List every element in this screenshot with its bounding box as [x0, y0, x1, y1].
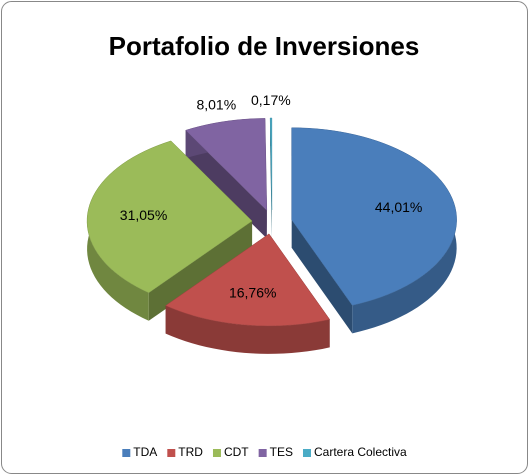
- slice-top: [291, 127, 457, 306]
- data-label: 8,01%: [196, 96, 236, 112]
- legend-label: Cartera Colectiva: [314, 445, 407, 459]
- legend-swatch: [212, 449, 221, 457]
- slice-side: [185, 130, 267, 239]
- legend: TDA TRD CDT TES Cartera Colectiva: [122, 445, 407, 459]
- slice: [165, 233, 331, 354]
- slice: [291, 127, 457, 334]
- legend-label: CDT: [224, 445, 249, 459]
- legend-label: TDA: [133, 445, 157, 459]
- legend-swatch: [167, 449, 176, 457]
- slice-side: [148, 221, 253, 321]
- data-label: 0,17%: [251, 92, 291, 108]
- slice-top: [269, 117, 273, 211]
- slice-top: [86, 140, 253, 294]
- data-label: 31,05%: [120, 207, 167, 223]
- legend-label: TRD: [178, 445, 203, 459]
- legend-swatch: [122, 449, 131, 457]
- data-label: 16,76%: [229, 285, 276, 301]
- chart-title: Portafolio de Inversiones: [109, 31, 420, 61]
- slice: [86, 140, 253, 321]
- slice-top: [165, 233, 331, 327]
- legend-label: TES: [270, 445, 293, 459]
- slice-wall: [165, 305, 330, 354]
- slice: [185, 118, 268, 239]
- slice: [269, 117, 273, 239]
- data-label: 44,01%: [375, 199, 422, 215]
- legend-swatch: [302, 449, 311, 457]
- slice-side: [291, 219, 353, 334]
- slice-top: [185, 118, 268, 212]
- legend-swatch: [258, 449, 267, 457]
